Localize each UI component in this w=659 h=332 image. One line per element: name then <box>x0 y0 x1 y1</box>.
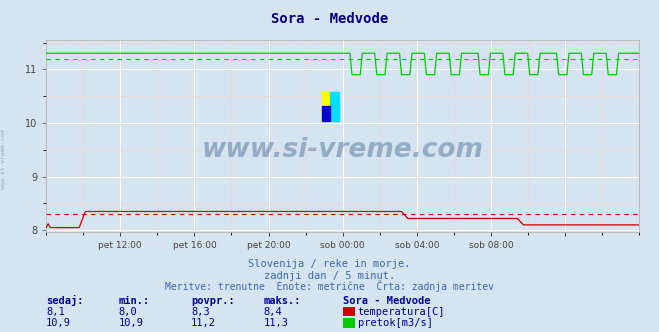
Text: min.:: min.: <box>119 296 150 306</box>
Text: Sora - Medvode: Sora - Medvode <box>343 296 430 306</box>
Text: Meritve: trenutne  Enote: metrične  Črta: zadnja meritev: Meritve: trenutne Enote: metrične Črta: … <box>165 281 494 292</box>
Bar <box>322 106 330 121</box>
Text: Sora - Medvode: Sora - Medvode <box>271 12 388 26</box>
Text: sedaj:: sedaj: <box>46 295 84 306</box>
Text: zadnji dan / 5 minut.: zadnji dan / 5 minut. <box>264 271 395 281</box>
Text: 8,0: 8,0 <box>119 307 137 317</box>
Text: 8,1: 8,1 <box>46 307 65 317</box>
Bar <box>322 92 330 121</box>
Text: www.si-vreme.com: www.si-vreme.com <box>202 136 484 163</box>
Text: 11,2: 11,2 <box>191 318 216 328</box>
Text: 10,9: 10,9 <box>46 318 71 328</box>
Text: 10,9: 10,9 <box>119 318 144 328</box>
Bar <box>330 92 339 121</box>
Text: temperatura[C]: temperatura[C] <box>358 307 445 317</box>
Text: 8,4: 8,4 <box>264 307 282 317</box>
Text: povpr.:: povpr.: <box>191 296 235 306</box>
Text: www.si-vreme.com: www.si-vreme.com <box>1 129 6 189</box>
Text: 8,3: 8,3 <box>191 307 210 317</box>
Text: maks.:: maks.: <box>264 296 301 306</box>
Text: 11,3: 11,3 <box>264 318 289 328</box>
Text: pretok[m3/s]: pretok[m3/s] <box>358 318 433 328</box>
Text: Slovenija / reke in morje.: Slovenija / reke in morje. <box>248 259 411 269</box>
